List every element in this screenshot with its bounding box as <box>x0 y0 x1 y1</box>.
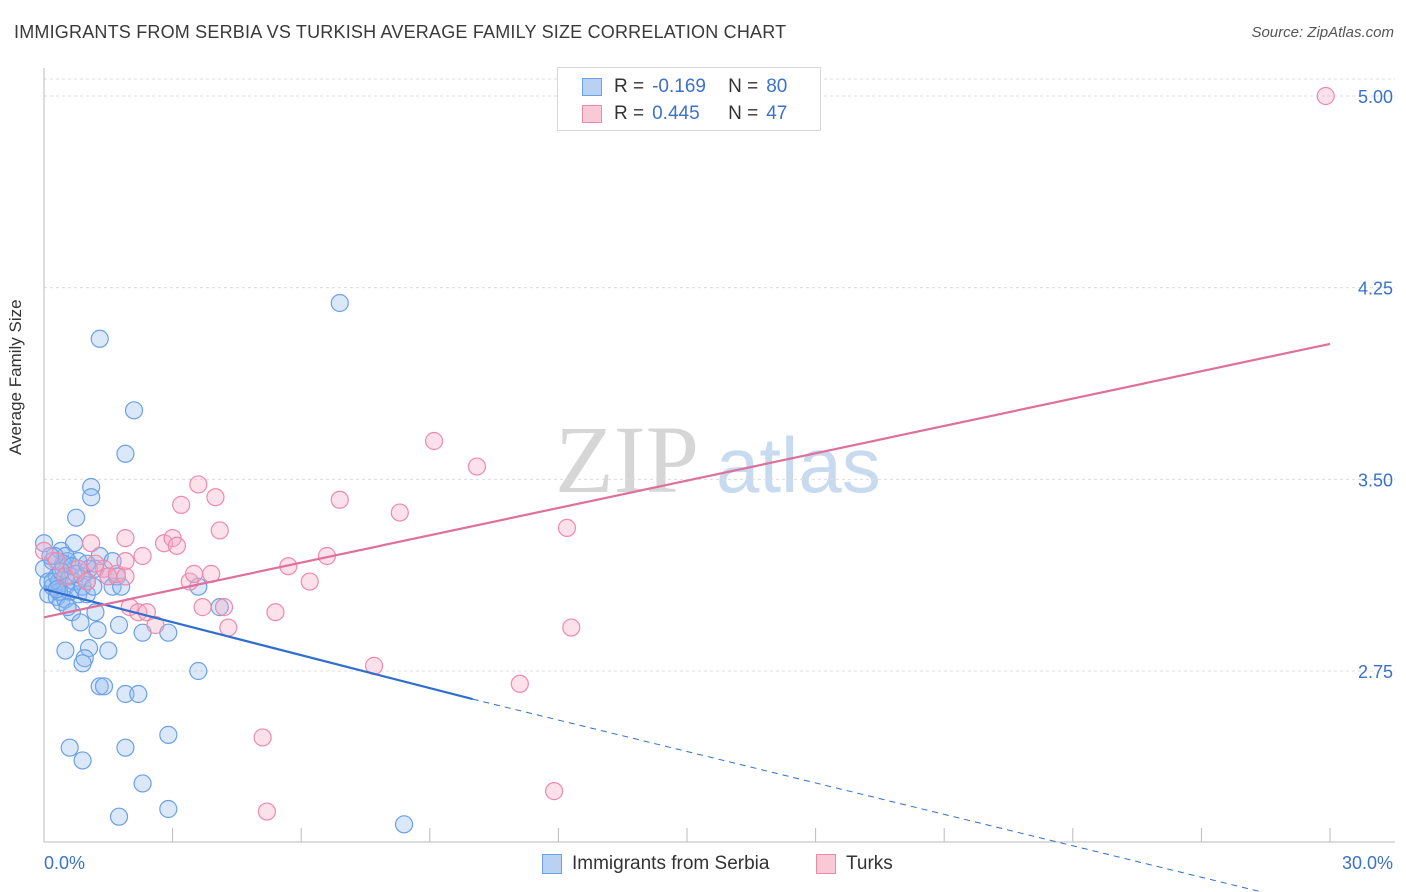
serbia-point <box>90 677 109 696</box>
source-label: Source: ZipAtlas.com <box>1251 24 1394 41</box>
turks-point <box>219 618 238 637</box>
serbia-point <box>82 488 101 507</box>
turks-point <box>47 552 66 571</box>
serbia-point <box>124 401 144 420</box>
legend-row-turks: R = 0.445 N = 47 <box>582 102 787 126</box>
serbia-point <box>330 293 349 313</box>
correlation-legend: R = -0.169 N = 80 R = 0.445 N = 47 <box>557 67 821 131</box>
turks-point <box>510 674 529 693</box>
serbia-point <box>116 684 135 704</box>
turks-point <box>330 490 349 509</box>
legend-n-value-serbia: 80 <box>766 76 788 97</box>
series-legend-serbia: Immigrants from Serbia <box>542 853 769 875</box>
watermark-atlas: atlas <box>716 421 881 509</box>
serbia-point <box>159 799 178 819</box>
legend-n-label: N = <box>728 76 759 97</box>
y-tick-label: 2.75 <box>1358 662 1393 682</box>
legend-r-value-serbia: -0.169 <box>652 76 706 97</box>
serbia-point <box>159 725 178 744</box>
serbia-point <box>129 684 148 704</box>
turks-point <box>266 603 285 622</box>
turks-trend-line <box>43 342 1331 619</box>
serbia-point <box>79 638 99 658</box>
turks-point <box>172 495 191 514</box>
serbia-point <box>116 738 135 757</box>
watermark-zip: ZIP <box>555 406 699 513</box>
serbia-point <box>99 641 118 660</box>
serbia-point <box>56 641 75 660</box>
turks-point <box>390 503 409 522</box>
serbia-point <box>73 654 92 673</box>
serbia-point <box>133 774 152 793</box>
legend-swatch-serbia <box>582 78 602 96</box>
serbia-point <box>88 621 107 640</box>
legend-r-label: R = <box>614 76 645 97</box>
series-legend: Immigrants from Serbia Turks <box>0 853 1406 877</box>
turks-point <box>189 475 208 494</box>
turks-point <box>210 521 229 540</box>
chart-title: IMMIGRANTS FROM SERBIA VS TURKISH AVERAG… <box>14 22 787 42</box>
serbia-point <box>67 508 86 527</box>
serbia-point <box>109 615 129 635</box>
serbia-point <box>394 815 414 834</box>
serbia-point <box>82 477 101 497</box>
turks-point <box>116 567 135 586</box>
turks-point <box>116 529 135 548</box>
turks-point <box>193 598 212 617</box>
serbia-point <box>71 613 90 632</box>
y-tick-label: 4.25 <box>1358 279 1393 299</box>
turks-point <box>77 572 96 591</box>
serbia-point <box>90 329 109 348</box>
legend-row-serbia: R = -0.169 N = 80 <box>582 75 787 99</box>
turks-point <box>214 598 234 617</box>
turks-point <box>184 564 204 583</box>
y-tick-label: 3.50 <box>1358 470 1393 490</box>
turks-point <box>34 541 54 560</box>
turks-point <box>253 728 272 747</box>
legend-n-label: N = <box>728 103 759 124</box>
serbia-point <box>116 444 135 463</box>
series-legend-label-turks: Turks <box>846 853 893 874</box>
turks-point <box>167 536 186 555</box>
serbia-trend-line <box>43 588 473 701</box>
turks-point <box>133 546 152 566</box>
turks-point <box>300 572 319 591</box>
turks-point <box>562 618 581 637</box>
turks-point <box>545 782 564 801</box>
turks-point <box>146 615 165 635</box>
y-tick-label: 5.00 <box>1358 87 1393 107</box>
serbia-point <box>73 751 92 770</box>
turks-point <box>557 518 577 537</box>
serbia-point <box>94 677 114 696</box>
turks-point <box>257 802 277 821</box>
series-legend-turks: Turks <box>816 853 893 875</box>
serbia-trend-extension <box>472 698 1264 892</box>
turks-point <box>1316 86 1335 106</box>
series-swatch-serbia <box>542 854 562 874</box>
series-swatch-turks <box>816 854 836 874</box>
turks-point <box>69 559 88 578</box>
x-tick-label-max: 30.0% <box>1342 853 1393 873</box>
turks-point <box>424 431 444 451</box>
legend-r-label: R = <box>614 103 645 124</box>
legend-swatch-turks <box>582 105 602 123</box>
series-legend-label-serbia: Immigrants from Serbia <box>572 853 770 874</box>
turks-point <box>86 554 105 573</box>
serbia-point <box>109 807 129 826</box>
turks-point <box>206 488 225 507</box>
turks-point <box>467 457 487 476</box>
x-tick-label-min: 0.0% <box>44 853 85 873</box>
legend-n-value-turks: 47 <box>766 103 788 124</box>
turks-point <box>116 552 135 571</box>
serbia-point <box>189 661 208 681</box>
serbia-point <box>60 738 79 757</box>
legend-r-value-turks: 0.445 <box>652 103 700 124</box>
turks-point <box>82 534 101 553</box>
